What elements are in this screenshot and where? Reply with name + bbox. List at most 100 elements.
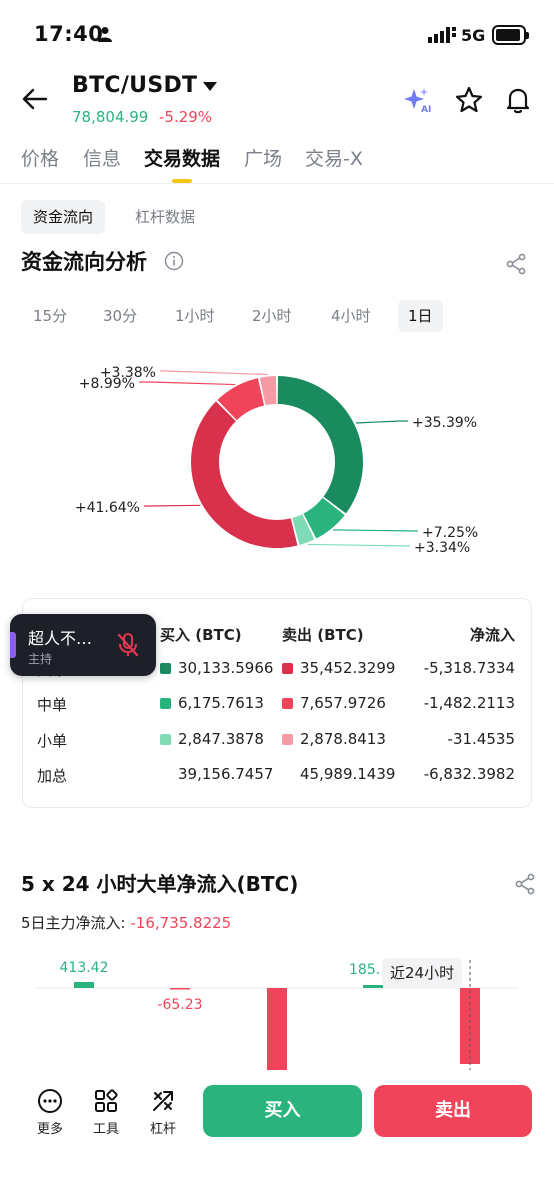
signal-icon — [428, 27, 456, 43]
donut-label-buy-large: +35.39% — [412, 415, 477, 431]
net-large-value: -5,318.7334 — [423, 659, 515, 677]
bar-3 — [363, 985, 383, 988]
row-label: 加总 — [37, 767, 68, 785]
donut-leader-sell-medium — [139, 381, 236, 386]
info-icon[interactable] — [164, 251, 184, 271]
mic-muted-icon[interactable] — [114, 631, 142, 659]
donut-slice-sell-small — [259, 376, 277, 406]
fund-flow-donut-chart: +35.39% +7.25%+3.34% +41.64% +8.99%+3.38% — [75, 365, 478, 556]
row-label: 中单 — [37, 696, 68, 714]
bar-label-1: -65.23 — [157, 997, 202, 1013]
tab-price[interactable]: 价格 — [21, 148, 60, 170]
ai-sparkle-icon[interactable]: AI — [402, 85, 432, 115]
subtab-fund-flow[interactable]: 资金流向 — [21, 200, 106, 234]
tools-grid-icon — [95, 1089, 118, 1112]
period-4h[interactable]: 4小时 — [331, 307, 371, 325]
donut-slice-buy-large — [277, 376, 363, 514]
buy-medium-value: 6,175.7613 — [178, 694, 264, 712]
tab-trade-x[interactable]: 交易-X — [305, 148, 363, 170]
legend-dot — [282, 734, 293, 745]
main-tabs: 价格 信息 交易数据 广场 交易-X — [0, 142, 554, 184]
period-1d[interactable]: 1日 — [398, 300, 443, 332]
sell-button[interactable]: 卖出 — [374, 1085, 532, 1137]
network-type: 5G — [461, 26, 486, 45]
summary-label: 5日主力净流入: — [21, 914, 126, 932]
bigorder-title: 5 x 24 小时大单净流入(BTC) — [21, 872, 299, 896]
buy-large-cell: 30,133.5966 — [160, 659, 273, 677]
donut-label-sell-small: +3.38% — [100, 365, 156, 381]
bigorder-summary: 5日主力净流入: -16,735.8225 — [21, 912, 231, 933]
net-total-value: -6,832.3982 — [423, 765, 515, 783]
more-icon — [38, 1089, 62, 1113]
donut-label-sell-medium: +8.99% — [79, 376, 135, 392]
period-2h[interactable]: 2小时 — [252, 307, 292, 325]
donut-leader-buy-small — [307, 543, 411, 547]
bar-label-3: 185. — [349, 962, 380, 978]
pair-title[interactable]: BTC/USDT — [72, 73, 198, 98]
sell-large-value: 35,452.3299 — [300, 659, 396, 677]
net-medium-value: -1,482.2113 — [423, 694, 515, 712]
share-icon[interactable] — [514, 873, 536, 895]
leverage-label: 杠杆 — [149, 1122, 176, 1137]
caret-down-icon[interactable] — [203, 82, 217, 92]
buy-small-value: 2,847.3878 — [178, 730, 264, 748]
donut-label-sell-large: +41.64% — [75, 500, 140, 516]
buy-small-cell: 2,847.3878 — [160, 730, 264, 748]
legend-dot — [160, 663, 171, 674]
section-title: 资金流向分析 — [21, 250, 147, 274]
subtab-leverage-data[interactable]: 杠杆数据 — [135, 208, 196, 226]
status-bar: 17:40 5G — [0, 0, 554, 70]
sell-large-cell: 35,452.3299 — [282, 659, 395, 677]
sell-small-cell: 2,878.8413 — [282, 730, 386, 748]
donut-slice-buy-small — [292, 514, 315, 546]
price-change: -5.29% — [159, 108, 213, 126]
donut-leader-buy-large — [355, 420, 408, 424]
legend-dot — [160, 734, 171, 745]
tools-label: 工具 — [92, 1122, 119, 1137]
donut-label-buy-small: +3.34% — [414, 540, 470, 556]
sell-total-value: 45,989.1439 — [300, 765, 396, 783]
tools-button[interactable]: 工具 — [81, 1088, 131, 1137]
tab-square[interactable]: 广场 — [244, 148, 283, 170]
star-icon[interactable] — [454, 85, 484, 115]
buy-total-value: 39,156.7457 — [178, 765, 274, 783]
status-time: 17:40 — [34, 22, 104, 46]
period-1h[interactable]: 1小时 — [175, 307, 215, 325]
col-header-net: 净流入 — [469, 626, 515, 644]
period-15m[interactable]: 15分 — [33, 307, 68, 325]
live-accent-bar — [10, 632, 16, 658]
tab-trading-data[interactable]: 交易数据 — [144, 148, 221, 170]
donut-slice-buy-medium — [303, 497, 345, 539]
chart-tooltip: 近24小时 — [382, 958, 463, 988]
buy-medium-cell: 6,175.7613 — [160, 694, 264, 712]
sell-medium-value: 7,657.9726 — [300, 694, 386, 712]
legend-dot — [160, 698, 171, 709]
leverage-icon — [153, 1091, 173, 1111]
bigorder-bar-chart: 413.42 -65.23 185. — [35, 960, 518, 1080]
more-label: 更多 — [36, 1122, 63, 1137]
donut-slice-sell-large — [191, 401, 298, 548]
share-icon[interactable] — [505, 253, 527, 275]
live-host-name: 超人不… — [28, 629, 93, 648]
bar-2 — [267, 988, 287, 1080]
col-header-buy: 买入 (BTC) — [160, 626, 242, 644]
active-tab-indicator — [172, 179, 192, 183]
buy-button[interactable]: 买入 — [203, 1085, 362, 1137]
period-30m[interactable]: 30分 — [103, 307, 138, 325]
fund-flow-table: 买入 (BTC) 卖出 (BTC) 净流入 大单 30,133.5966 35,… — [22, 598, 532, 808]
back-arrow-icon[interactable] — [20, 84, 50, 114]
legend-dot — [282, 698, 293, 709]
sell-medium-cell: 7,657.9726 — [282, 694, 386, 712]
legend-dot — [282, 663, 293, 674]
person-icon — [98, 27, 112, 42]
live-host-role: 主持 — [28, 652, 53, 666]
leverage-button[interactable]: 杠杆 — [138, 1088, 188, 1137]
bell-icon[interactable] — [503, 85, 533, 115]
last-price: 78,804.99 — [72, 108, 149, 126]
tab-info[interactable]: 信息 — [83, 148, 122, 170]
donut-label-buy-medium: +7.25% — [422, 525, 478, 541]
donut-leader-buy-medium — [333, 529, 418, 532]
live-host-pill[interactable]: 超人不… 主持 — [10, 614, 156, 676]
more-button[interactable]: 更多 — [25, 1088, 75, 1137]
donut-leader-sell-large — [144, 504, 201, 507]
